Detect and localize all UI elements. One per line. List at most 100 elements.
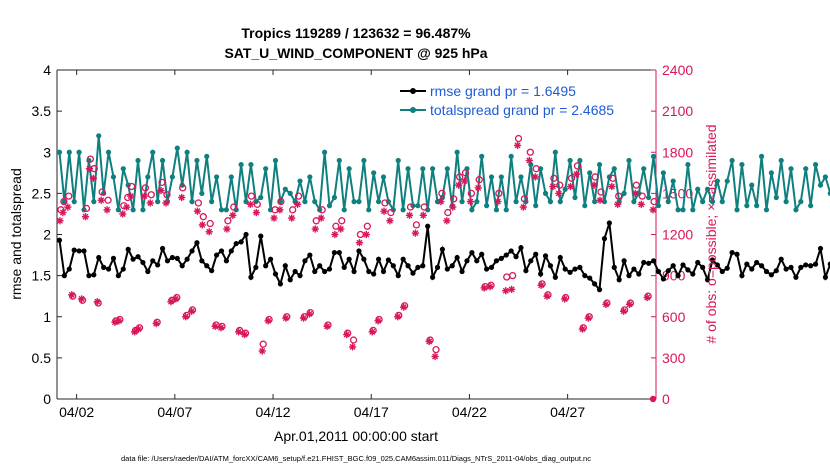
totalspread-point <box>219 207 224 212</box>
rmse-point <box>189 248 194 253</box>
rmse-point <box>356 248 361 253</box>
rmse-point <box>504 252 509 257</box>
totalspread-point <box>499 174 504 179</box>
rmse-point <box>101 265 106 270</box>
obs-assimilated-marker <box>475 184 482 191</box>
totalspread-point <box>248 162 253 167</box>
totalspread-point <box>680 207 685 212</box>
rmse-point <box>666 268 671 273</box>
obs-assimilated-marker <box>241 331 248 338</box>
rmse-point <box>322 269 327 274</box>
rmse-point <box>150 258 155 263</box>
totalspread-point <box>243 199 248 204</box>
totalspread-point <box>347 166 352 171</box>
rmse-point <box>690 271 695 276</box>
totalspread-point <box>430 166 435 171</box>
totalspread-point <box>121 166 126 171</box>
obs-assimilated-marker <box>153 320 160 327</box>
rmse-point <box>646 261 651 266</box>
obs-assimilated-marker <box>300 315 307 322</box>
y-right-tick-label: 300 <box>662 350 686 366</box>
totalspread-point <box>420 166 425 171</box>
obs-assimilated-marker <box>147 199 154 206</box>
totalspread-point <box>597 162 602 167</box>
rmse-point <box>513 254 518 259</box>
totalspread-point <box>612 166 617 171</box>
obs-assimilated-marker <box>103 206 110 213</box>
totalspread-point <box>744 203 749 208</box>
obs-assimilated-marker <box>591 182 598 189</box>
totalspread-point <box>685 162 690 167</box>
rmse-point <box>57 238 62 243</box>
totalspread-point <box>297 178 302 183</box>
totalspread-point <box>145 174 150 179</box>
rmse-point <box>116 273 121 278</box>
rmse-point <box>764 269 769 274</box>
obs-assimilated-marker <box>199 221 206 228</box>
rmse-point <box>543 253 548 258</box>
rmse-point <box>563 266 568 271</box>
totalspread-point <box>224 207 229 212</box>
rmse-point <box>307 252 312 257</box>
legend-marker-rmse <box>410 88 416 94</box>
rmse-point <box>312 269 317 274</box>
totalspread-point <box>258 195 263 200</box>
y-left-tick-label: 3 <box>43 144 51 160</box>
obs-assimilated-marker <box>223 225 230 232</box>
rmse-point <box>273 271 278 276</box>
rmse-point <box>631 266 636 271</box>
rmse-point <box>484 266 489 271</box>
totalspread-point <box>106 150 111 155</box>
totalspread-point <box>788 166 793 171</box>
totalspread-point <box>749 183 754 188</box>
obs-assimilated-marker <box>270 214 277 221</box>
rmse-point <box>651 258 656 263</box>
totalspread-point <box>322 150 327 155</box>
rmse-point <box>160 246 165 251</box>
totalspread-point <box>764 207 769 212</box>
rmse-point <box>410 271 415 276</box>
legend-marker-totalspread <box>410 107 416 113</box>
x-tick-label: 04/12 <box>256 404 291 420</box>
totalspread-point <box>160 158 165 163</box>
rmse-point <box>769 272 774 277</box>
totalspread-point <box>96 133 101 138</box>
rmse-point <box>243 232 248 237</box>
rmse-point <box>813 262 818 267</box>
totalspread-point <box>396 158 401 163</box>
rmse-point <box>229 248 234 253</box>
totalspread-point <box>150 150 155 155</box>
rmse-point <box>293 269 298 274</box>
obs-assimilated-marker <box>520 203 527 210</box>
obs-assimilated-marker <box>567 183 574 190</box>
totalspread-point <box>459 199 464 204</box>
totalspread-point <box>494 207 499 212</box>
obs-assimilated-marker <box>555 190 562 197</box>
totalspread-point <box>76 150 81 155</box>
x-tick-label: 04/02 <box>59 404 94 420</box>
totalspread-point <box>135 158 140 163</box>
totalspread-point <box>332 195 337 200</box>
rmse-point <box>76 248 81 253</box>
totalspread-point <box>194 158 199 163</box>
rmse-point <box>278 281 283 286</box>
obs-assimilated-marker <box>265 317 272 324</box>
obs-assimilated-marker <box>253 209 260 216</box>
rmse-point <box>626 273 631 278</box>
obs-assimilated-marker <box>406 212 413 219</box>
totalspread-point <box>725 178 730 183</box>
rmse-point <box>376 257 381 262</box>
x-tick-label: 04/27 <box>550 404 585 420</box>
chart-title: Tropics 119289 / 123632 = 96.487% <box>241 25 471 41</box>
totalspread-point <box>401 207 406 212</box>
footer-data-file: data file: /Users/raeder/DAI/ATM_forcXX/… <box>121 454 591 463</box>
rmse-point <box>67 266 72 271</box>
obs-assimilated-marker <box>119 210 126 217</box>
totalspread-point <box>587 170 592 175</box>
totalspread-point <box>91 199 96 204</box>
rmse-point <box>582 273 587 278</box>
totalspread-point <box>651 154 656 159</box>
totalspread-point <box>371 170 376 175</box>
totalspread-point <box>189 199 194 204</box>
rmse-point <box>577 265 582 270</box>
